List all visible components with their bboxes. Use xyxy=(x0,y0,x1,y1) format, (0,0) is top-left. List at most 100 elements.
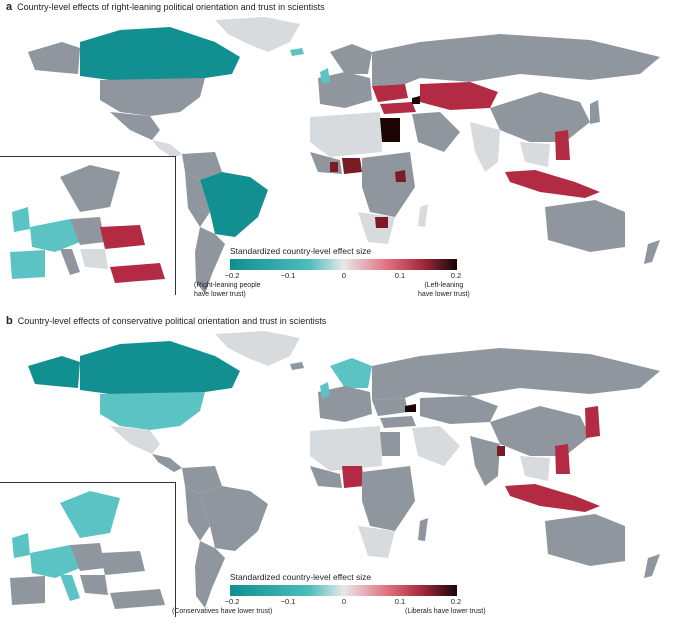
region-madagascar xyxy=(418,518,428,541)
inset-balkans xyxy=(80,575,108,595)
europe-inset-b xyxy=(0,482,176,617)
inset-italy xyxy=(60,575,80,601)
region-japan xyxy=(585,406,600,438)
legend-a-notes: (Right-leaning people have lower trust) … xyxy=(194,281,500,303)
region-kazakhstan xyxy=(420,396,498,424)
region-alaska xyxy=(28,356,80,388)
region-zimbabwe xyxy=(375,217,388,228)
legend-b-colorbar xyxy=(230,585,457,596)
region-ghana xyxy=(330,162,338,172)
panel-b-title: b Country-level effects of conservative p… xyxy=(6,315,326,327)
region-ukraine xyxy=(372,398,408,416)
region-india xyxy=(470,122,500,172)
region-egypt xyxy=(380,118,400,142)
region-north-africa xyxy=(310,112,382,157)
region-turkey xyxy=(380,416,416,428)
legend-a-colorbar xyxy=(230,259,457,270)
region-india xyxy=(470,436,500,486)
region-peru xyxy=(185,172,210,227)
legend-b: Standardized country-level effect size −… xyxy=(172,572,500,629)
inset-central-europe xyxy=(70,217,105,245)
legend-a-title: Standardized country-level effect size xyxy=(230,246,372,256)
panel-a: a Country-level effects of right-leaning … xyxy=(0,0,685,308)
region-georgia xyxy=(412,96,420,104)
world-map-a xyxy=(28,17,660,294)
inset-west-europe xyxy=(30,545,80,578)
panel-b-title-text: Country-level effects of conservative po… xyxy=(17,316,327,326)
region-se-asia xyxy=(520,142,550,167)
legend-a-tick: 0 xyxy=(341,271,347,280)
inset-scandinavia xyxy=(60,491,120,538)
legend-a: Standardized country-level effect size −… xyxy=(194,246,500,303)
legend-a-ticks: −0.2 −0.1 0 0.1 0.2 xyxy=(225,270,470,281)
inset-iberia xyxy=(10,250,45,279)
region-brazil xyxy=(200,486,268,551)
legend-a-tick: −0.1 xyxy=(280,271,296,280)
europe-inset-map-b xyxy=(10,491,165,609)
region-usa xyxy=(100,392,205,430)
inset-italy xyxy=(60,249,80,275)
region-west-africa xyxy=(310,466,342,488)
region-australia xyxy=(545,514,625,566)
region-philippines xyxy=(555,130,570,160)
inset-ukraine xyxy=(100,551,145,575)
region-se-asia xyxy=(520,456,550,481)
region-europe-west xyxy=(318,386,372,422)
region-colombia xyxy=(182,466,222,494)
region-uk xyxy=(320,382,330,398)
region-egypt xyxy=(380,432,400,456)
inset-turkey xyxy=(110,263,165,283)
region-iceland xyxy=(290,48,304,56)
region-greenland xyxy=(215,17,300,52)
legend-a-note-right: (Left-leaning have lower trust) xyxy=(418,282,470,298)
inset-west-europe xyxy=(30,219,80,252)
region-mexico xyxy=(110,426,160,454)
region-japan xyxy=(590,100,600,124)
inset-balkans xyxy=(80,249,108,269)
legend-a-tick: −0.2 xyxy=(224,271,240,280)
region-madagascar xyxy=(418,204,428,227)
legend-b-title: Standardized country-level effect size xyxy=(230,572,372,582)
panel-b-letter: b xyxy=(6,315,13,327)
legend-b-tick: −0.1 xyxy=(280,597,296,606)
region-middle-east xyxy=(412,112,460,152)
region-turkey xyxy=(380,102,416,114)
region-new-zealand xyxy=(644,240,660,264)
region-central-africa xyxy=(362,466,415,531)
legend-b-note-right: (Liberals have lower trust) xyxy=(405,608,486,615)
panel-a-title-text: Country-level effects of right-leaning p… xyxy=(17,2,325,12)
region-kenya xyxy=(395,170,406,182)
region-colombia xyxy=(182,152,222,180)
legend-b-tick: −0.2 xyxy=(224,597,240,606)
region-central-america xyxy=(152,454,182,472)
legend-b-tick: 0.1 xyxy=(394,597,406,606)
region-new-zealand xyxy=(644,554,660,578)
region-canada xyxy=(80,27,240,80)
region-indonesia xyxy=(505,484,600,512)
region-mexico xyxy=(110,112,160,140)
inset-uk xyxy=(12,207,30,232)
region-iceland xyxy=(290,362,304,370)
region-nigeria xyxy=(342,158,362,174)
region-middle-east xyxy=(412,426,460,466)
region-georgia xyxy=(405,404,416,412)
region-north-africa xyxy=(310,426,382,471)
region-china xyxy=(490,92,590,142)
region-indonesia xyxy=(505,170,600,198)
legend-b-note-left: (Conservatives have lower trust) xyxy=(172,608,273,615)
legend-b-notes: (Conservatives have lower trust) (Libera… xyxy=(172,607,500,629)
region-uk xyxy=(320,68,330,84)
panel-b: b Country-level effects of conservative p… xyxy=(0,314,685,617)
region-kazakhstan xyxy=(420,82,498,110)
region-southern-africa xyxy=(358,526,395,558)
region-canada xyxy=(80,341,240,394)
region-australia xyxy=(545,200,625,252)
panel-a-title: a Country-level effects of right-leaning … xyxy=(6,1,325,13)
region-greenland xyxy=(215,331,300,366)
inset-turkey xyxy=(110,589,165,609)
region-argentina xyxy=(195,541,225,608)
region-scandinavia xyxy=(330,358,372,388)
region-bangladesh xyxy=(497,446,505,456)
panel-a-letter: a xyxy=(6,1,13,13)
region-peru xyxy=(185,486,210,541)
